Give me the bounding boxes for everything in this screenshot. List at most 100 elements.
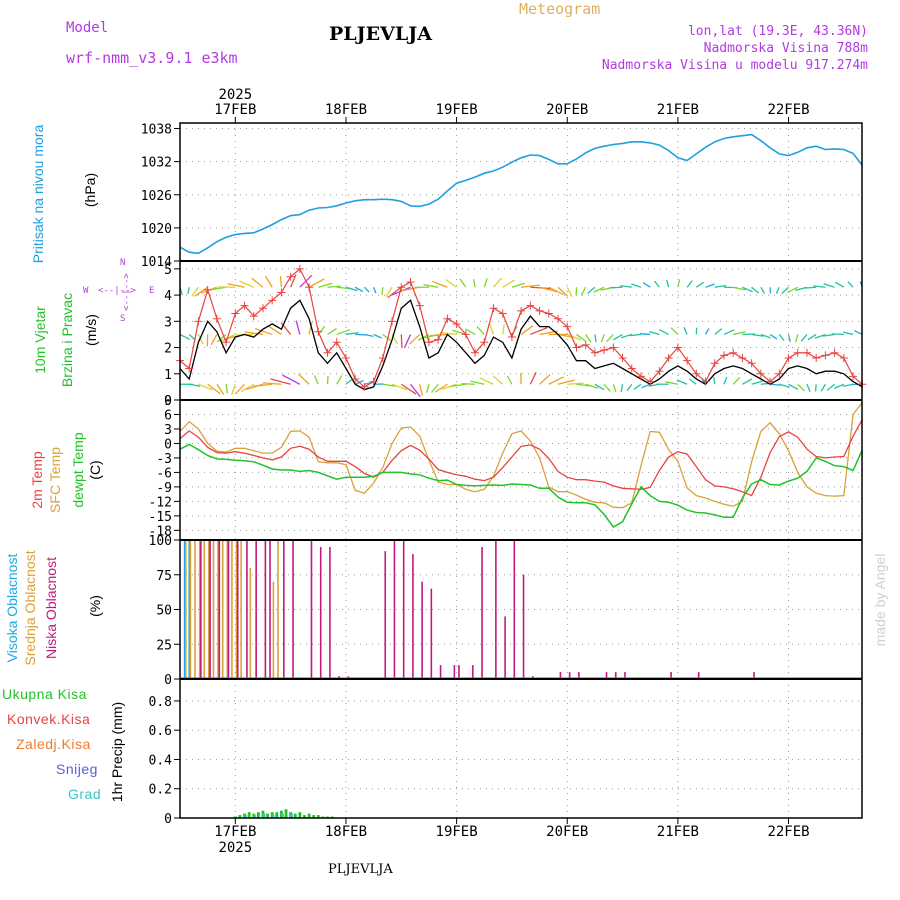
temp-tick-label: -12 — [149, 495, 172, 510]
compass-e: E — [149, 286, 155, 296]
gust-marker — [471, 348, 480, 357]
precip-tick-label: 0.8 — [149, 695, 172, 710]
wind-barb — [666, 279, 670, 288]
gust-marker — [185, 364, 194, 373]
gust-marker — [821, 351, 830, 360]
gust-marker — [203, 285, 212, 294]
wind-barb — [506, 375, 513, 385]
gust-marker — [314, 327, 323, 336]
gust-marker — [222, 338, 231, 347]
wind-barb — [197, 334, 204, 345]
wind-barb — [566, 333, 582, 341]
gust-marker — [388, 317, 397, 326]
gust-marker — [415, 301, 424, 310]
top-year-label: 2025 — [218, 87, 252, 103]
gust-marker — [839, 354, 848, 363]
gust-marker — [572, 343, 581, 352]
wind-barb — [254, 327, 273, 336]
wind-barb — [629, 333, 642, 337]
gust-marker — [849, 372, 858, 381]
wind-barb — [489, 323, 495, 335]
wind-barb — [705, 283, 715, 288]
precip-snow-label: Snijeg — [56, 761, 98, 777]
wind-barb — [459, 278, 467, 288]
wind-barb — [207, 383, 221, 395]
gust-marker — [710, 359, 719, 368]
wind-barb — [557, 379, 575, 385]
wind-barb — [280, 322, 292, 335]
wind-barb — [445, 278, 457, 288]
footer-station: PLJEVLJA — [328, 862, 393, 877]
wind-tick-label: 2 — [164, 342, 172, 357]
wind-barb — [308, 278, 325, 288]
wind-barb — [742, 286, 753, 293]
wind-barb — [704, 328, 710, 335]
wind-barb — [603, 383, 611, 392]
gust-marker — [406, 277, 415, 286]
gust-marker — [341, 354, 350, 363]
gust-marker — [397, 283, 406, 292]
gust-marker — [646, 377, 655, 386]
wind-tick-label: 5 — [164, 263, 172, 278]
compass-axis-v: <--|--> — [122, 273, 132, 311]
wind-barb — [409, 383, 421, 398]
gust-marker — [655, 367, 664, 376]
precip-bar — [266, 813, 269, 818]
wind-barb — [363, 286, 370, 293]
precip-bar — [271, 815, 275, 818]
wind-barb — [295, 320, 301, 335]
wind-barb — [813, 285, 826, 288]
wind-barb — [400, 334, 403, 348]
wind-barb — [847, 281, 854, 288]
wind-barb — [470, 380, 485, 385]
pressure-line — [179, 133, 863, 255]
wind-barb — [227, 283, 245, 288]
precip-bar — [303, 815, 306, 818]
wind-barb — [689, 378, 697, 385]
wind-barb — [282, 374, 301, 385]
wind-barb — [642, 282, 651, 288]
wind-barb — [327, 327, 337, 335]
cloud-tick-label: 50 — [156, 604, 172, 619]
temp-tick-label: 6 — [164, 408, 172, 423]
gust-marker — [452, 319, 461, 328]
compass-axis-h: <--|--> — [98, 286, 136, 296]
wind-barb — [216, 333, 227, 343]
wind-barb — [677, 279, 681, 288]
wind-barb — [649, 331, 660, 336]
pressure-tick-label: 1038 — [141, 123, 172, 138]
pressure-tick-label: 1014 — [141, 255, 172, 270]
gust-marker — [581, 340, 590, 349]
wind-barb — [714, 284, 727, 288]
wind-barb — [814, 384, 817, 392]
wind-barb — [189, 383, 201, 387]
gust-marker — [286, 272, 295, 281]
temp-tick-label: -9 — [156, 481, 172, 496]
temp-tick-label: -3 — [156, 452, 172, 467]
gust-marker — [212, 314, 221, 323]
wind-barb — [594, 383, 605, 391]
wind-barb — [714, 328, 723, 335]
wind-barb — [620, 384, 624, 393]
wind-barb — [831, 333, 844, 336]
wind-barb — [733, 286, 746, 291]
precip-bar — [247, 812, 251, 818]
wind-barb — [842, 331, 854, 336]
wind-barb — [381, 287, 384, 296]
bottom-date-label: 19FEB — [436, 824, 478, 840]
model-name: wrf-nmm_v3.9.1 e3km — [66, 49, 238, 67]
wind-barb — [194, 286, 209, 297]
wind-barb — [279, 275, 283, 288]
wind-barb — [600, 334, 605, 343]
wind-barb — [665, 381, 679, 385]
wind-barb — [502, 279, 515, 288]
gust-marker — [692, 369, 701, 378]
gust-marker — [738, 354, 747, 363]
wind-barb — [313, 375, 319, 385]
wind-barb — [387, 286, 402, 299]
gust-marker — [277, 288, 286, 297]
wind-barb — [834, 281, 845, 288]
wind-barb — [576, 333, 586, 342]
cloud-tick-label: 25 — [156, 638, 172, 653]
gust-marker — [812, 354, 821, 363]
